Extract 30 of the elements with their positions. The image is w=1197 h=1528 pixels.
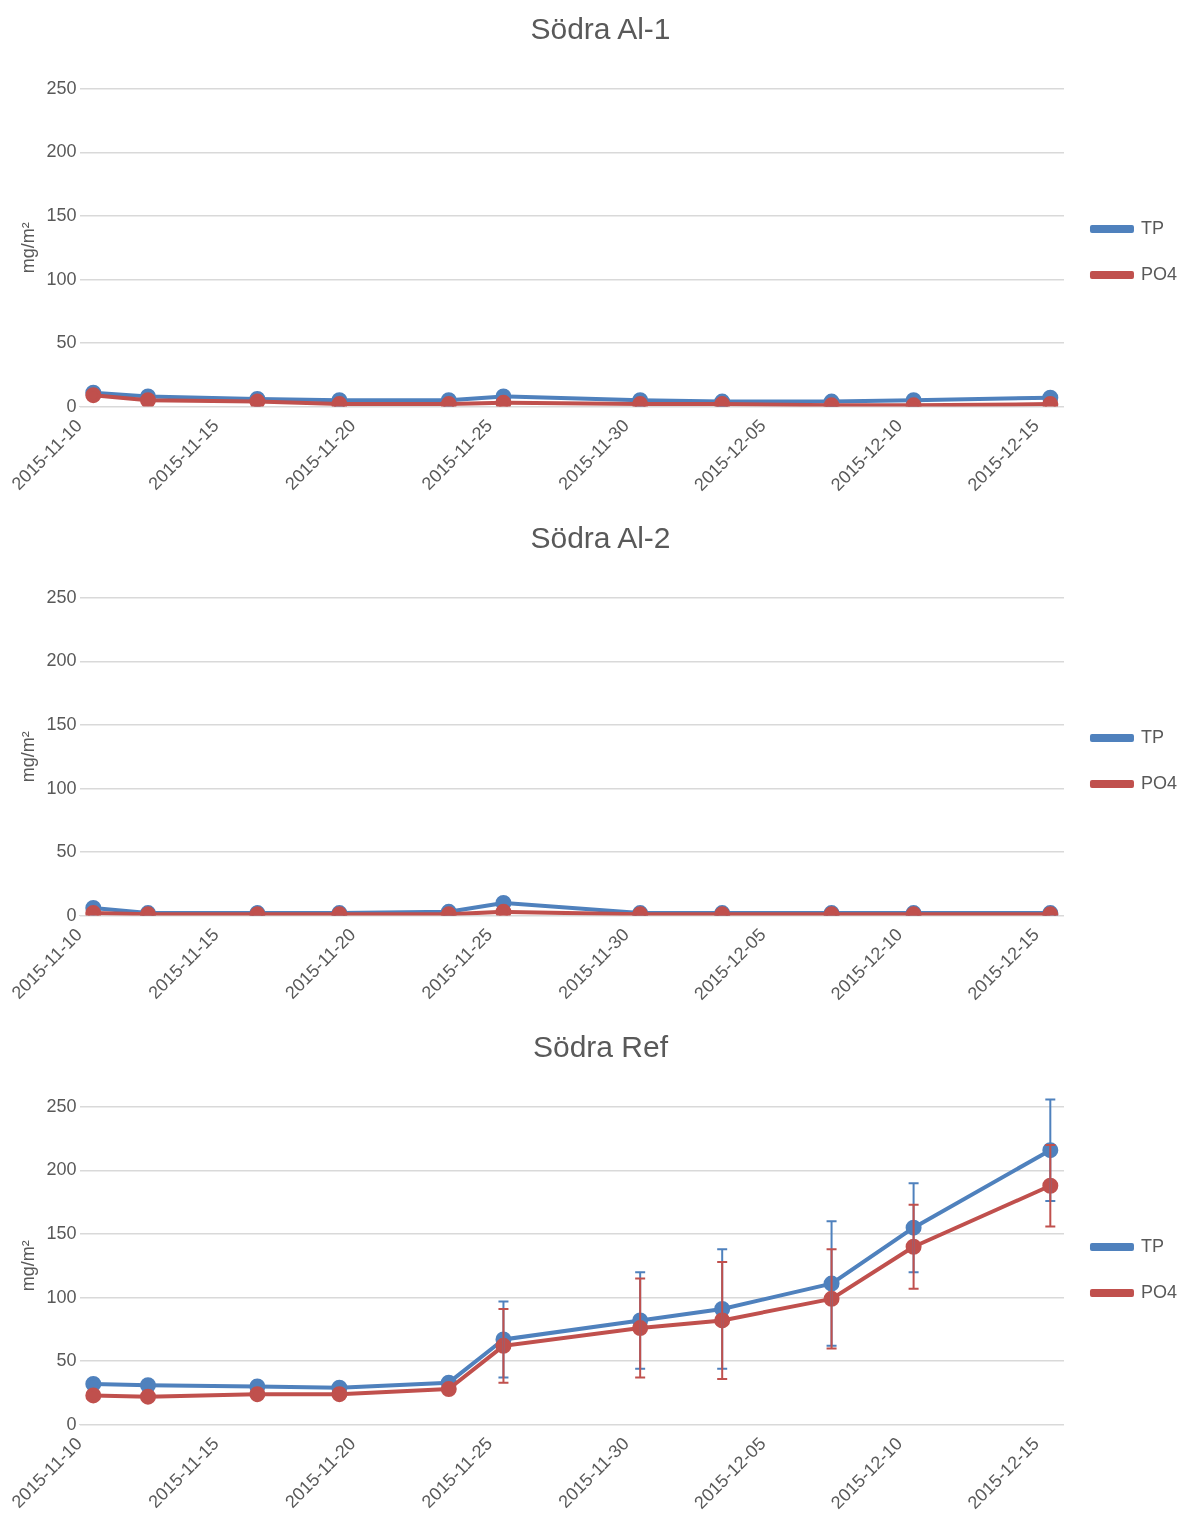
chart-title: Södra Ref xyxy=(532,1030,669,1064)
y-tick-label: 150 xyxy=(46,1223,77,1244)
legend-label: PO4 xyxy=(1140,263,1178,284)
chart-title: Södra Al-2 xyxy=(530,521,671,555)
y-tick-label: 100 xyxy=(46,268,77,289)
y-tick-label: 250 xyxy=(46,77,77,98)
y-tick-label: 200 xyxy=(46,141,77,162)
y-tick-label: 200 xyxy=(46,650,77,671)
y-tick-label: 50 xyxy=(56,841,77,862)
y-tick-label: 150 xyxy=(46,205,77,226)
y-tick-label: 100 xyxy=(46,1286,77,1307)
y-tick-label: 50 xyxy=(56,332,77,353)
y-tick-label: 250 xyxy=(46,1095,77,1116)
y-tick-label: 0 xyxy=(66,1413,77,1434)
y-axis-title: mg/m² xyxy=(17,731,38,783)
y-axis-title: mg/m² xyxy=(17,222,38,274)
y-tick-label: 0 xyxy=(66,395,77,416)
y-tick-label: 50 xyxy=(56,1350,77,1371)
legend-label: PO4 xyxy=(1140,1281,1178,1302)
y-tick-label: 150 xyxy=(46,714,77,735)
y-tick-label: 0 xyxy=(66,904,77,925)
legend-label: TP xyxy=(1140,1235,1164,1256)
y-tick-label: 200 xyxy=(46,1159,77,1180)
legend-label: PO4 xyxy=(1140,772,1178,793)
y-axis-title: mg/m² xyxy=(17,1240,38,1292)
legend-label: TP xyxy=(1140,726,1164,747)
y-tick-label: 100 xyxy=(46,777,77,798)
chart-title: Södra Al-1 xyxy=(530,12,671,46)
legend-label: TP xyxy=(1140,217,1164,238)
y-tick-label: 250 xyxy=(46,586,77,607)
